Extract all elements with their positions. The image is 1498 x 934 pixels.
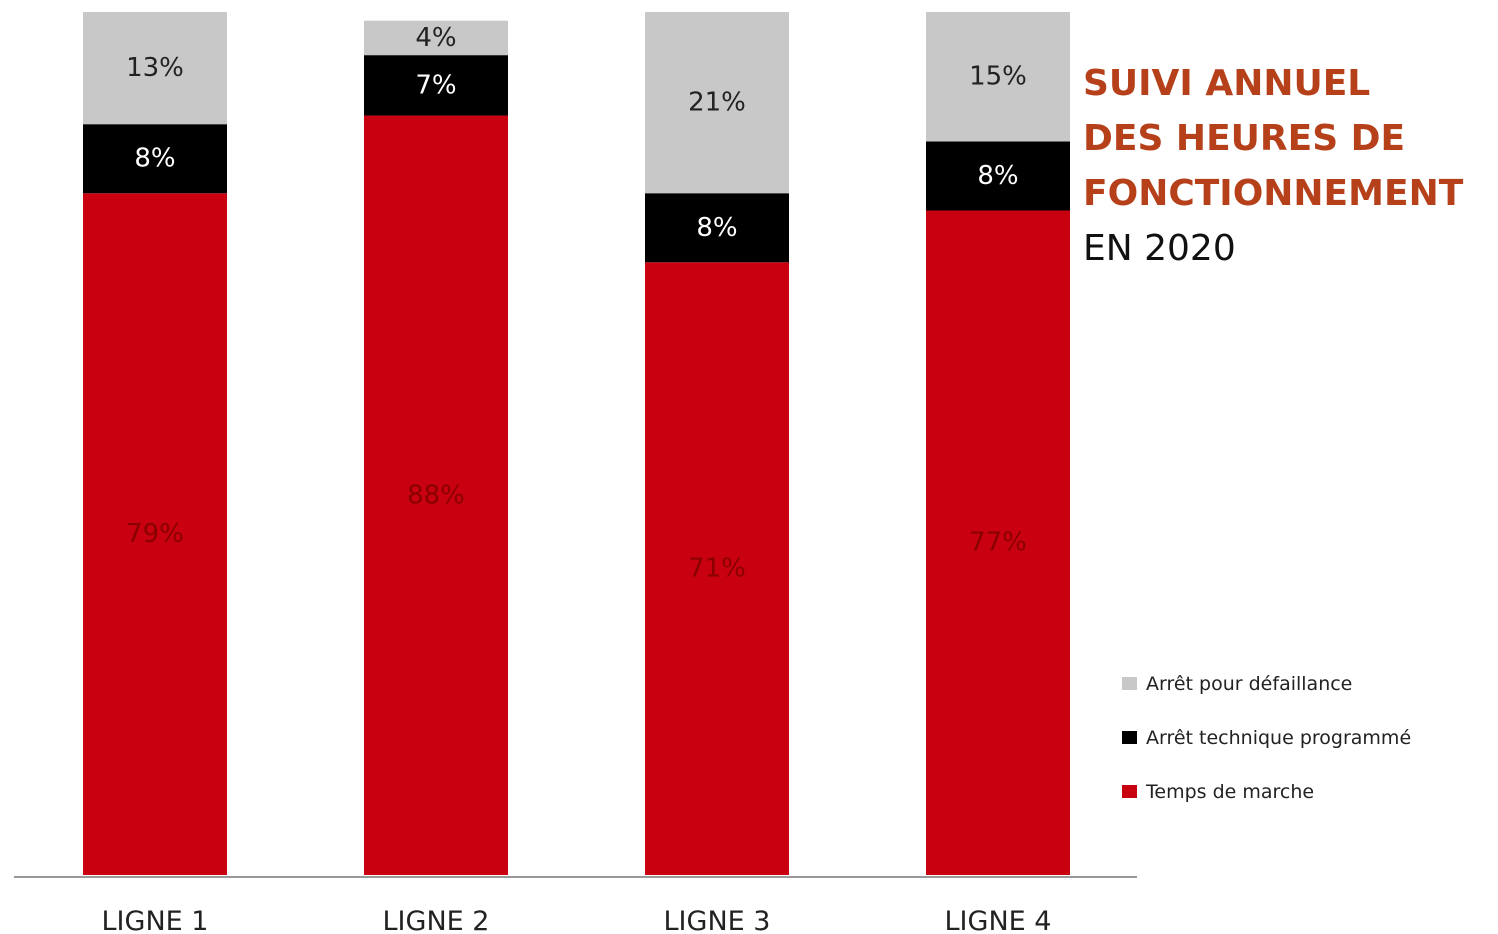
- data-label-ligne-2-temps-de-marche: 88%: [407, 480, 465, 510]
- bar-ligne-3-arret-pour-defaillance: [645, 12, 789, 194]
- legend-swatch-marche: [1122, 785, 1137, 798]
- chart-title: SUIVI ANNUEL DES HEURES DE FONCTIONNEMEN…: [1083, 56, 1463, 276]
- data-label-ligne-1-arret-technique-programme: 8%: [134, 144, 175, 174]
- bar-ligne-4-temps-de-marche: [926, 210, 1070, 876]
- bar-ligne-1-temps-de-marche: [83, 193, 227, 876]
- bar-ligne-4-arret-technique-programme: [926, 141, 1070, 211]
- data-label-ligne-4-arret-technique-programme: 8%: [977, 161, 1018, 191]
- legend-swatch-defaillance: [1122, 677, 1137, 690]
- category-labels: LIGNE 1 LIGNE 2 LIGNE 3 LIGNE 4: [102, 906, 1052, 934]
- bar-ligne-2-temps-de-marche: [364, 115, 508, 875]
- category-label-ligne-3: LIGNE 3: [664, 906, 771, 934]
- bar-ligne-3-temps-de-marche: [645, 262, 789, 875]
- data-label-ligne-4-arret-pour-defaillance: 15%: [969, 62, 1027, 92]
- title-line-1: SUIVI ANNUEL: [1083, 63, 1371, 104]
- data-label-ligne-4-temps-de-marche: 77%: [969, 528, 1027, 558]
- legend-label-defaillance: Arrêt pour défaillance: [1146, 672, 1353, 695]
- bar-ligne-1-arret-technique-programme: [83, 124, 227, 194]
- category-label-ligne-1: LIGNE 1: [102, 906, 209, 934]
- data-label-ligne-2-arret-pour-defaillance: 4%: [415, 23, 456, 53]
- legend-swatch-technique: [1122, 731, 1137, 744]
- legend-label-marche: Temps de marche: [1146, 780, 1315, 803]
- data-label-ligne-3-temps-de-marche: 71%: [688, 554, 746, 584]
- data-label-ligne-3-arret-pour-defaillance: 21%: [688, 88, 746, 118]
- legend: Arrêt pour défaillance Arrêt technique p…: [1122, 670, 1411, 832]
- title-line-2: DES HEURES DE: [1083, 118, 1406, 159]
- data-label-ligne-1-temps-de-marche: 79%: [126, 519, 184, 549]
- bar-ligne-3-arret-technique-programme: [645, 193, 789, 263]
- title-line-3: FONCTIONNEMENT: [1083, 173, 1464, 214]
- legend-item-defaillance: Arrêt pour défaillance: [1122, 670, 1411, 697]
- bar-ligne-4-arret-pour-defaillance: [926, 12, 1070, 142]
- bar-ligne-2-arret-technique-programme: [364, 55, 508, 116]
- bar-ligne-2-arret-pour-defaillance: [364, 20, 508, 56]
- data-label-ligne-1-arret-pour-defaillance: 13%: [126, 53, 184, 83]
- legend-item-technique: Arrêt technique programmé: [1122, 724, 1411, 751]
- category-label-ligne-4: LIGNE 4: [945, 906, 1052, 934]
- data-label-ligne-3-arret-technique-programme: 8%: [696, 213, 737, 243]
- legend-item-marche: Temps de marche: [1122, 778, 1411, 805]
- legend-label-technique: Arrêt technique programmé: [1146, 726, 1412, 749]
- category-label-ligne-2: LIGNE 2: [383, 906, 490, 934]
- title-year-line: EN 2020: [1083, 228, 1236, 269]
- bars-layer: 79% 8% 13% 88% 7% 4% 71% 8% 21% 77% 8% 15%: [83, 12, 1070, 876]
- bar-ligne-1-arret-pour-defaillance: [83, 12, 227, 125]
- data-label-ligne-2-arret-technique-programme: 7%: [415, 70, 456, 100]
